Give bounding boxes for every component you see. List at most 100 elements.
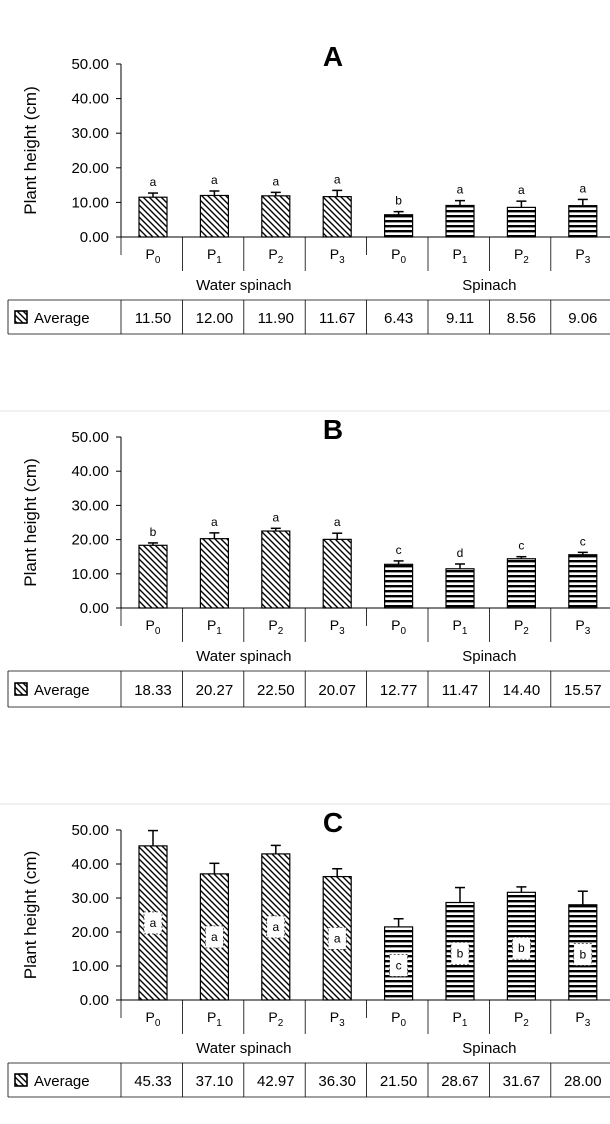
significance-letter: b xyxy=(457,946,464,960)
y-tick-label: 20.00 xyxy=(71,532,109,549)
category-label: P0 xyxy=(391,1009,406,1029)
category-label: P0 xyxy=(146,617,161,637)
y-tick-label: 10.00 xyxy=(71,566,109,583)
significance-letter: a xyxy=(579,181,586,195)
significance-letter: d xyxy=(457,546,464,560)
bar xyxy=(384,214,414,238)
group-label: Water spinach xyxy=(196,648,291,665)
table-value: 42.97 xyxy=(257,1073,295,1090)
significance-box xyxy=(266,915,286,939)
y-tick-label: 50.00 xyxy=(71,822,109,839)
significance-letter: a xyxy=(272,920,279,934)
significance-letter: a xyxy=(272,510,279,524)
category-label: P1 xyxy=(453,246,468,266)
y-tick-label: 40.00 xyxy=(71,91,109,108)
significance-letter: b xyxy=(150,525,157,539)
category-label: P3 xyxy=(330,1009,345,1029)
significance-letter: a xyxy=(150,175,157,189)
significance-letter: a xyxy=(211,930,218,944)
category-label: P2 xyxy=(268,246,283,266)
category-label: P2 xyxy=(268,1009,283,1029)
y-tick-label: 30.00 xyxy=(71,497,109,514)
category-label: P1 xyxy=(207,1009,222,1029)
significance-letter: b xyxy=(579,947,586,961)
chart-title: B xyxy=(323,414,343,445)
significance-letter: c xyxy=(396,958,402,972)
legend-swatch xyxy=(14,310,28,324)
y-tick-label: 0.00 xyxy=(80,229,109,246)
significance-letter: a xyxy=(334,931,341,945)
y-tick-label: 50.00 xyxy=(71,429,109,446)
significance-box xyxy=(512,936,531,960)
category-label: P2 xyxy=(514,1009,529,1029)
bar xyxy=(506,206,536,238)
bar xyxy=(138,196,168,238)
category-label: P3 xyxy=(575,617,590,637)
legend-label: Average xyxy=(34,310,90,327)
category-label: P1 xyxy=(207,246,222,266)
table-value: 31.67 xyxy=(503,1073,541,1090)
bar xyxy=(506,558,536,609)
category-label: P3 xyxy=(575,1009,590,1029)
y-tick-label: 30.00 xyxy=(71,125,109,142)
significance-letter: c xyxy=(518,539,524,553)
table-value: 9.06 xyxy=(568,310,597,327)
significance-letter: a xyxy=(150,916,157,930)
legend-label: Average xyxy=(34,682,90,699)
table-value: 36.30 xyxy=(318,1073,356,1090)
category-label: P1 xyxy=(453,1009,468,1029)
category-label: P0 xyxy=(391,617,406,637)
y-axis-title: Plant height (cm) xyxy=(21,86,40,215)
table-value: 20.07 xyxy=(318,682,356,699)
legend-swatch xyxy=(14,1073,28,1087)
group-label: Spinach xyxy=(462,1040,516,1057)
legend-swatch xyxy=(14,682,28,696)
significance-letter: b xyxy=(518,941,525,955)
group-label: Water spinach xyxy=(196,1040,291,1057)
significance-box xyxy=(327,926,347,950)
group-label: Spinach xyxy=(462,648,516,665)
significance-letter: a xyxy=(334,515,341,529)
y-tick-label: 0.00 xyxy=(80,600,109,617)
bar xyxy=(199,194,229,238)
y-tick-label: 20.00 xyxy=(71,924,109,941)
y-tick-label: 0.00 xyxy=(80,992,109,1009)
table-value: 28.67 xyxy=(441,1073,479,1090)
legend-label: Average xyxy=(34,1073,90,1090)
significance-letter: a xyxy=(211,515,218,529)
significance-box xyxy=(450,941,470,965)
bar xyxy=(384,563,414,609)
y-axis-title: Plant height (cm) xyxy=(21,851,40,980)
y-tick-label: 10.00 xyxy=(71,194,109,211)
category-label: P1 xyxy=(453,617,468,637)
table-value: 11.67 xyxy=(319,310,355,327)
bar xyxy=(261,530,291,609)
table-value: 18.33 xyxy=(134,682,172,699)
table-value: 8.56 xyxy=(507,310,536,327)
bar xyxy=(568,554,598,609)
table-value: 37.10 xyxy=(196,1073,234,1090)
table-value: 11.50 xyxy=(135,310,171,327)
table-value: 9.11 xyxy=(446,310,474,327)
y-axis-title: Plant height (cm) xyxy=(21,458,40,587)
bar xyxy=(445,204,475,238)
table-value: 28.00 xyxy=(564,1073,602,1090)
table-value: 11.47 xyxy=(442,682,478,699)
y-tick-label: 50.00 xyxy=(71,56,109,73)
category-label: P2 xyxy=(514,246,529,266)
significance-letter: a xyxy=(457,183,464,197)
bar xyxy=(261,195,291,238)
category-label: P0 xyxy=(146,1009,161,1029)
table-value: 6.43 xyxy=(384,310,413,327)
group-label: Spinach xyxy=(462,277,516,294)
bar xyxy=(199,538,229,609)
significance-letter: a xyxy=(211,173,218,187)
category-label: P0 xyxy=(146,246,161,266)
table-value: 21.50 xyxy=(380,1073,418,1090)
significance-box xyxy=(143,911,163,935)
y-tick-label: 40.00 xyxy=(71,463,109,480)
significance-box xyxy=(573,943,593,966)
chart-title: C xyxy=(323,807,343,838)
significance-letter: a xyxy=(272,174,279,188)
